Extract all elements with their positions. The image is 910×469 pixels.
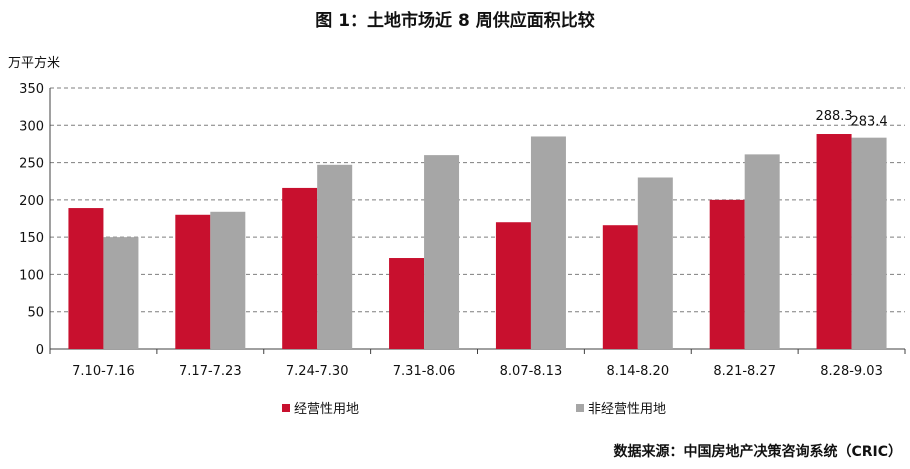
bar-series-1 bbox=[175, 214, 211, 349]
y-tick-label: 200 bbox=[19, 194, 44, 209]
y-tick-label: 350 bbox=[19, 82, 44, 97]
bar-series-1 bbox=[495, 222, 531, 349]
y-tick-label: 50 bbox=[27, 306, 44, 321]
bar-series-2 bbox=[851, 137, 887, 349]
legend-label-series-1: 经营性用地 bbox=[294, 402, 360, 417]
x-tick-label: 7.17-7.23 bbox=[179, 364, 242, 379]
legend-label-series-2: 非经营性用地 bbox=[588, 402, 667, 417]
legend-item-series-2: 非经营性用地 bbox=[576, 398, 666, 417]
bar-series-1 bbox=[816, 134, 852, 349]
y-tick-label: 300 bbox=[19, 119, 44, 134]
bar-series-1 bbox=[602, 225, 638, 349]
bar-series-2 bbox=[317, 164, 353, 349]
chart-title: 图 1：土地市场近 8 周供应面积比较 bbox=[315, 11, 595, 31]
legend-swatch-series-1 bbox=[282, 403, 290, 412]
bar-series-1 bbox=[709, 199, 745, 349]
bar-series-2 bbox=[210, 211, 246, 349]
y-axis-unit-label: 万平方米 bbox=[8, 56, 61, 71]
data-label: 283.4 bbox=[850, 115, 887, 130]
x-tick-label: 7.31-8.06 bbox=[393, 364, 456, 379]
data-label: 288.3 bbox=[815, 109, 852, 124]
bar-series-2 bbox=[424, 155, 460, 349]
bar-series-1 bbox=[68, 208, 104, 349]
bar-series-2 bbox=[103, 237, 139, 349]
bar-series-1 bbox=[282, 187, 318, 349]
bar-series-2 bbox=[637, 177, 673, 349]
x-tick-label: 7.24-7.30 bbox=[286, 364, 349, 379]
x-tick-label: 8.07-8.13 bbox=[500, 364, 563, 379]
x-tick-label: 8.21-8.27 bbox=[713, 364, 776, 379]
legend-swatch-series-2 bbox=[576, 403, 584, 412]
x-tick-label: 8.28-9.03 bbox=[820, 364, 883, 379]
y-tick-label: 100 bbox=[19, 268, 44, 283]
bar-series-2 bbox=[530, 136, 566, 349]
x-tick-label: 7.10-7.16 bbox=[72, 364, 135, 379]
bar-series-1 bbox=[389, 258, 425, 349]
data-source: 数据来源：中国房地产决策咨询系统（CRIC） bbox=[613, 444, 902, 460]
y-tick-label: 0 bbox=[36, 343, 44, 358]
legend-item-series-1: 经营性用地 bbox=[282, 398, 359, 417]
y-tick-label: 250 bbox=[19, 157, 44, 172]
x-tick-label: 8.14-8.20 bbox=[607, 364, 670, 379]
y-tick-label: 150 bbox=[19, 231, 44, 246]
bar-series-2 bbox=[744, 154, 780, 349]
